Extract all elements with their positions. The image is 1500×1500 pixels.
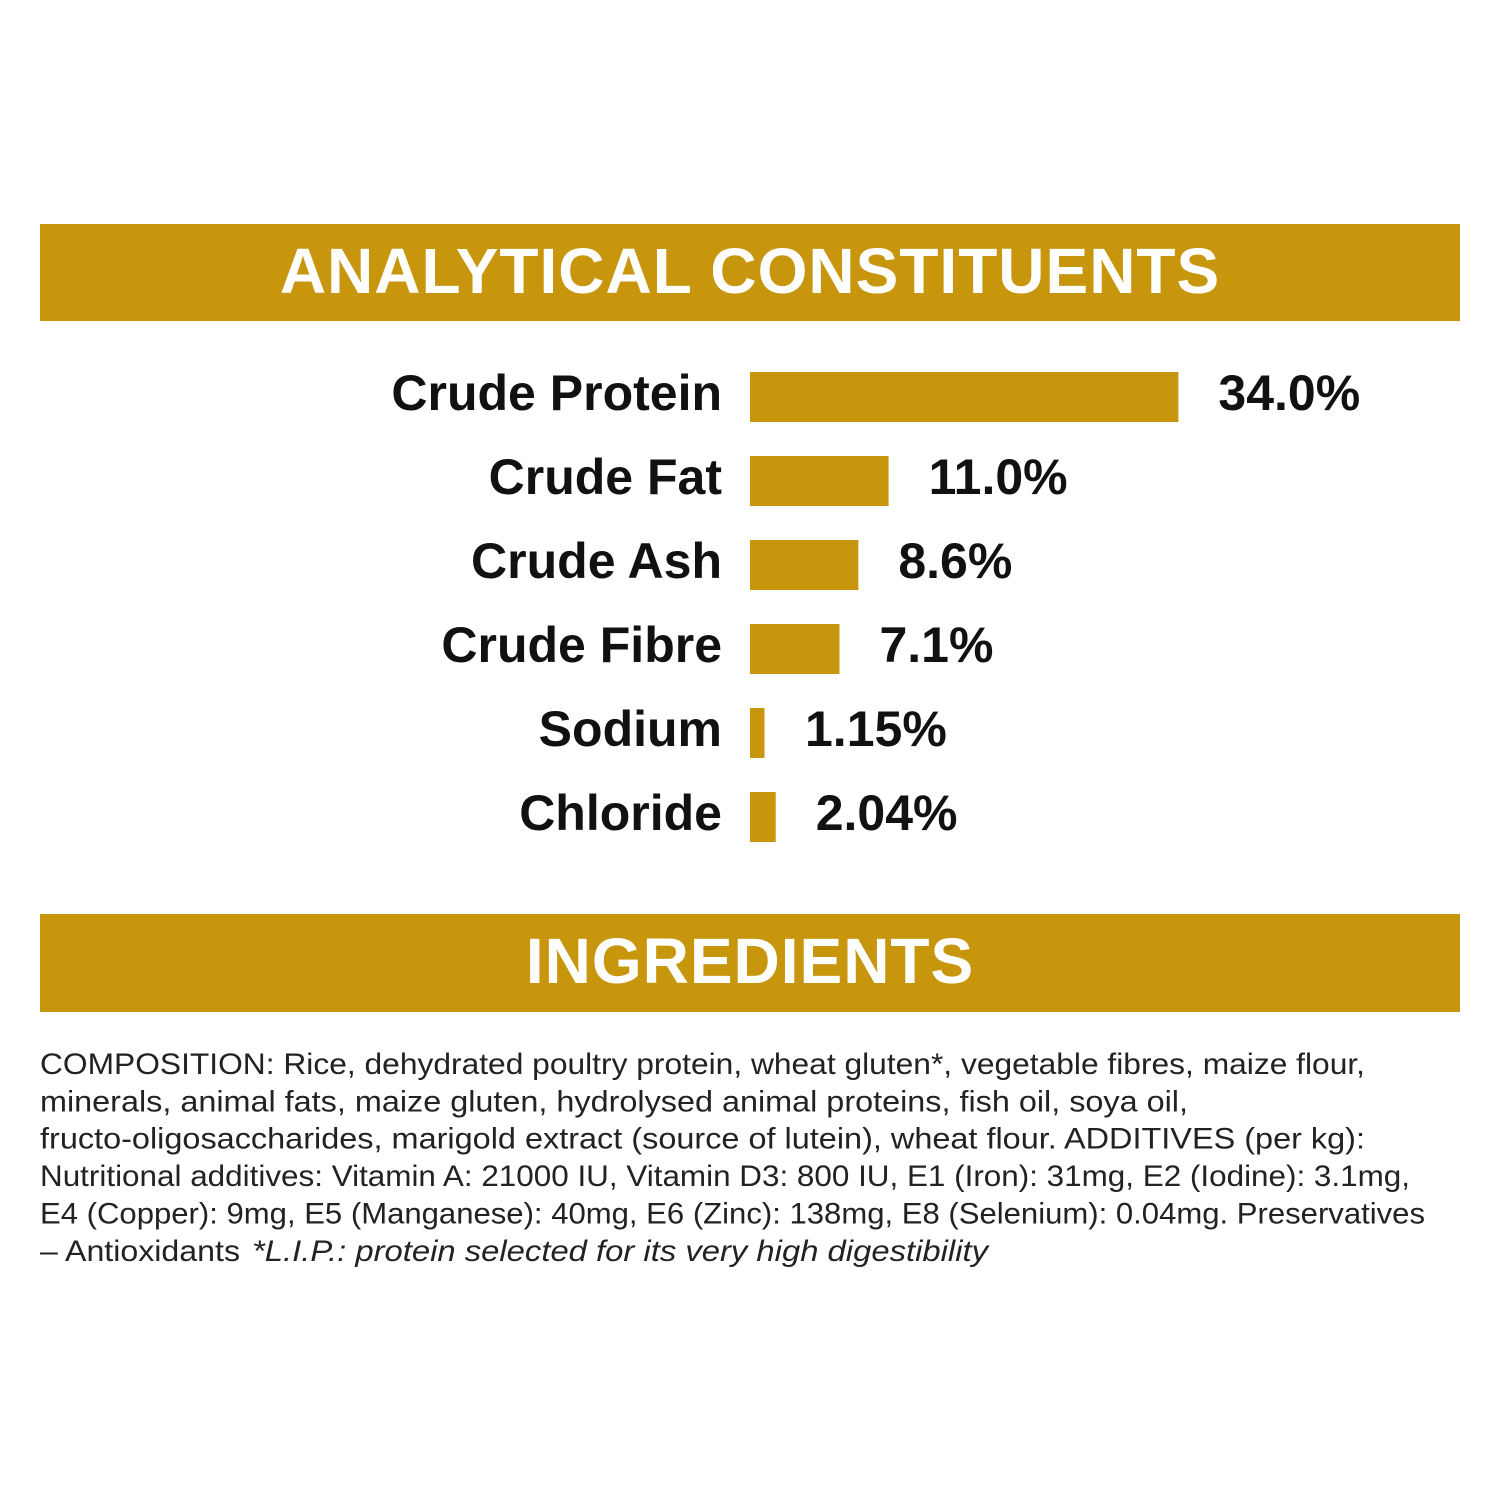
ingredients-line: Nutritional additives: Vitamin A: 21000 … [40,1160,1410,1193]
ingredients-line: COMPOSITION: Rice, dehydrated poultry pr… [40,1048,1365,1081]
category-label: Sodium [539,701,722,757]
bar [750,456,889,506]
bar [750,624,840,674]
ingredients-line: minerals, animal fats, maize gluten, hyd… [40,1085,1188,1118]
section-title: INGREDIENTS [526,925,974,997]
ingredients-line: E4 (Copper): 9mg, E5 (Manganese): 40mg, … [40,1198,1425,1231]
bar [750,372,1179,422]
header-band [40,914,1460,1012]
bar [750,708,765,758]
ingredients-line: fructo-oligosaccharides, marigold extrac… [40,1123,1365,1156]
ingredients-note: *L.I.P.: protein selected for its very h… [252,1235,990,1268]
value-label: 7.1% [879,617,993,673]
category-label: Chloride [519,785,722,841]
value-label: 1.15% [805,701,947,757]
section-title: ANALYTICAL CONSTITUENTS [280,235,1220,307]
category-label: Crude Ash [471,533,722,589]
category-label: Crude Fibre [441,617,722,673]
header-band [40,224,1460,321]
bar [750,540,859,590]
value-label: 2.04% [816,785,958,841]
category-label: Crude Fat [489,449,723,505]
bar [750,792,776,842]
value-label: 34.0% [1218,365,1360,421]
value-label: 8.6% [898,533,1012,589]
category-label: Crude Protein [391,365,722,421]
value-label: 11.0% [929,449,1068,505]
ingredients-line: – Antioxidants [40,1235,240,1268]
